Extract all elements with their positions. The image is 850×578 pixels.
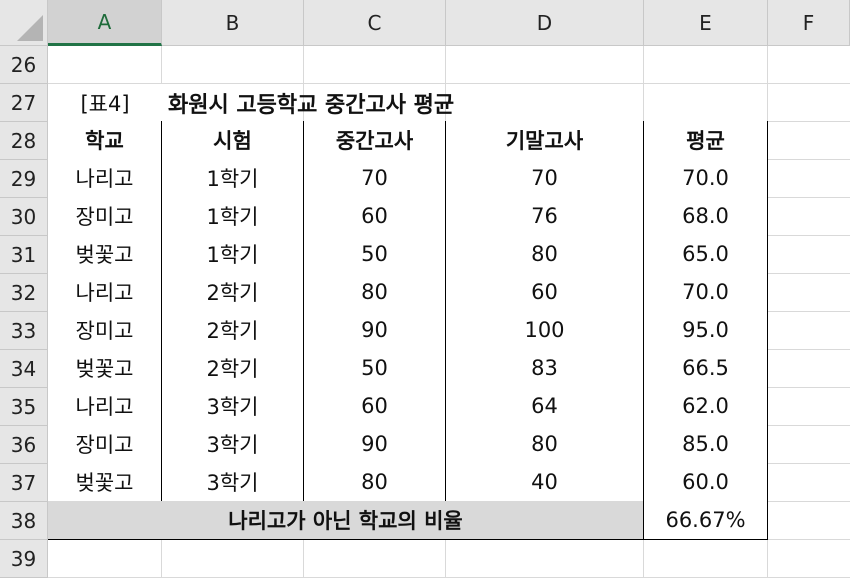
cell-exam[interactable]: 2학기 (162, 273, 304, 313)
cell-midterm[interactable]: 80 (304, 463, 446, 503)
cell-average[interactable]: 66.5 (644, 349, 768, 389)
cell-school[interactable]: 장미고 (48, 425, 162, 465)
column-header-b[interactable]: B (162, 0, 304, 46)
summary-label[interactable]: 나리고가 아닌 학교의 비율 (48, 501, 644, 541)
cell-school[interactable]: 장미고 (48, 197, 162, 237)
cell-exam[interactable]: 1학기 (162, 159, 304, 199)
row-header-32[interactable]: 32 (0, 274, 48, 313)
row-header-28[interactable]: 28 (0, 122, 48, 161)
cell-midterm[interactable]: 90 (304, 311, 446, 351)
row-header-27[interactable]: 27 (0, 84, 48, 122)
header-average[interactable]: 평균 (644, 121, 768, 161)
row-header-37[interactable]: 37 (0, 464, 48, 503)
cell-school[interactable]: 벚꽃고 (48, 235, 162, 275)
header-exam[interactable]: 시험 (162, 121, 304, 161)
cell-final[interactable]: 100 (446, 311, 644, 351)
cell-midterm[interactable]: 60 (304, 197, 446, 237)
row-header-30[interactable]: 30 (0, 198, 48, 237)
cell-average[interactable]: 70.0 (644, 159, 768, 199)
column-header-c[interactable]: C (304, 0, 446, 46)
cell-school[interactable]: 나리고 (48, 159, 162, 199)
cell-exam[interactable]: 3학기 (162, 387, 304, 427)
cell-school[interactable]: 벚꽃고 (48, 463, 162, 503)
row-header-26[interactable]: 26 (0, 46, 48, 84)
cell-final[interactable]: 70 (446, 159, 644, 199)
header-midterm[interactable]: 중간고사 (304, 121, 446, 161)
cell-average[interactable]: 65.0 (644, 235, 768, 275)
cell-exam[interactable]: 2학기 (162, 311, 304, 351)
cell-midterm[interactable]: 50 (304, 235, 446, 275)
cell-school[interactable]: 벚꽃고 (48, 349, 162, 389)
cell-average[interactable]: 68.0 (644, 197, 768, 237)
row-header-36[interactable]: 36 (0, 426, 48, 465)
row-header-33[interactable]: 33 (0, 312, 48, 351)
column-header-d[interactable]: D (446, 0, 644, 46)
select-all-icon (17, 15, 43, 41)
cell-exam[interactable]: 2학기 (162, 349, 304, 389)
cell-midterm[interactable]: 50 (304, 349, 446, 389)
row-header-39[interactable]: 39 (0, 540, 48, 578)
cell-final[interactable]: 60 (446, 273, 644, 313)
column-header-e[interactable]: E (644, 0, 768, 46)
cell-final[interactable]: 80 (446, 235, 644, 275)
column-header-f[interactable]: F (768, 0, 850, 46)
cell-final[interactable]: 83 (446, 349, 644, 389)
row-header-31[interactable]: 31 (0, 236, 48, 275)
cell-exam[interactable]: 1학기 (162, 235, 304, 275)
cell-average[interactable]: 85.0 (644, 425, 768, 465)
cell-school[interactable]: 나리고 (48, 273, 162, 313)
cell-final[interactable]: 64 (446, 387, 644, 427)
cell-midterm[interactable]: 60 (304, 387, 446, 427)
cell-average[interactable]: 62.0 (644, 387, 768, 427)
cell-average[interactable]: 60.0 (644, 463, 768, 503)
table-label[interactable]: [표4] (48, 84, 162, 122)
cell-final[interactable]: 76 (446, 197, 644, 237)
row-header-29[interactable]: 29 (0, 160, 48, 199)
cell-average[interactable]: 70.0 (644, 273, 768, 313)
cell-school[interactable]: 장미고 (48, 311, 162, 351)
column-header-a[interactable]: A (48, 0, 162, 46)
cell-average[interactable]: 95.0 (644, 311, 768, 351)
gridline (48, 83, 850, 84)
summary-value[interactable]: 66.67% (644, 501, 768, 541)
header-school[interactable]: 학교 (48, 121, 162, 161)
row-header-34[interactable]: 34 (0, 350, 48, 389)
cell-exam[interactable]: 1학기 (162, 197, 304, 237)
header-final[interactable]: 기말고사 (446, 121, 644, 161)
row-header-35[interactable]: 35 (0, 388, 48, 427)
cell-final[interactable]: 40 (446, 463, 644, 503)
row-header-38[interactable]: 38 (0, 502, 48, 541)
cell-exam[interactable]: 3학기 (162, 425, 304, 465)
cell-midterm[interactable]: 90 (304, 425, 446, 465)
cell-midterm[interactable]: 80 (304, 273, 446, 313)
cell-exam[interactable]: 3학기 (162, 463, 304, 503)
table-title[interactable]: 화원시 고등학교 중간고사 평균 (168, 93, 455, 118)
cell-final[interactable]: 80 (446, 425, 644, 465)
cell-school[interactable]: 나리고 (48, 387, 162, 427)
select-all-corner[interactable] (0, 0, 48, 46)
cell-midterm[interactable]: 70 (304, 159, 446, 199)
